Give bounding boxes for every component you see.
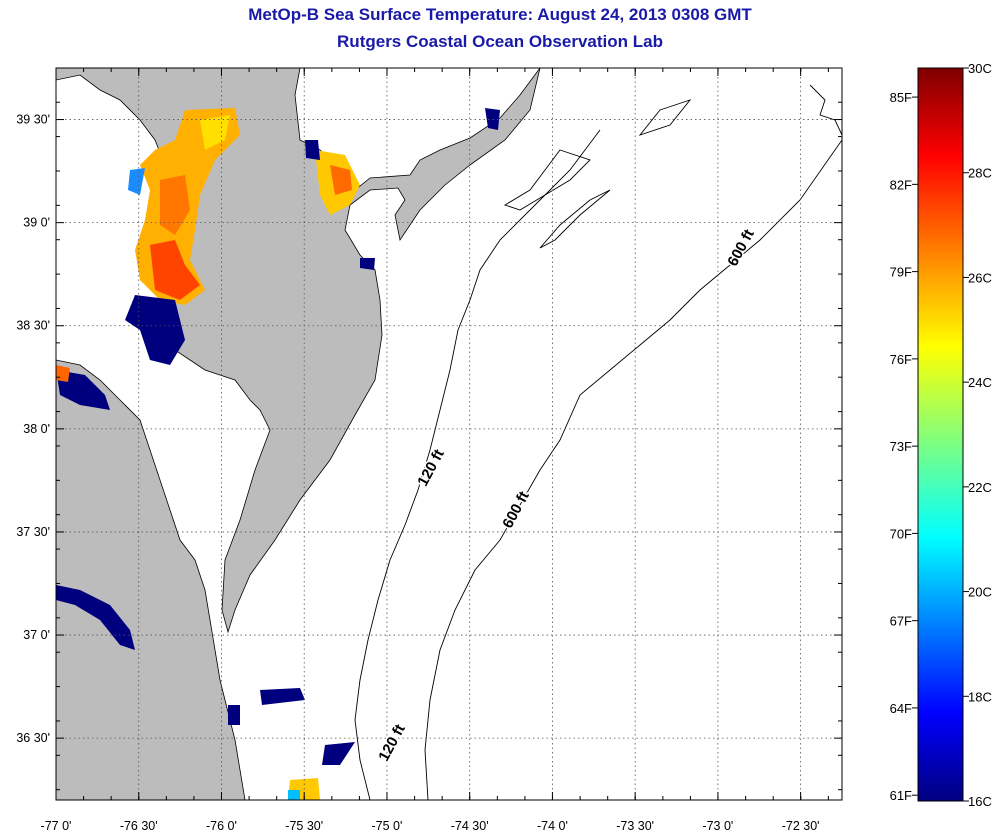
colorbar-fahrenheit-label: 82F bbox=[890, 177, 912, 192]
map-subtitle: Rutgers Coastal Ocean Observation Lab bbox=[337, 32, 663, 51]
lon-tick-label: -76 30' bbox=[120, 819, 158, 833]
colorbar-fahrenheit-label: 67F bbox=[890, 614, 912, 629]
colorbar bbox=[917, 67, 964, 802]
sst-patch-chesapeake bbox=[56, 108, 240, 650]
colorbar-celsius-label: 18C bbox=[968, 689, 992, 704]
colorbar-celsius-label: 28C bbox=[968, 166, 992, 181]
isobath-contours bbox=[354, 84, 842, 800]
lat-tick-label: 38 30' bbox=[16, 319, 50, 333]
lon-tick-label: -75 30' bbox=[285, 819, 323, 833]
graticule bbox=[56, 68, 842, 800]
colorbar-fahrenheit-label: 61F bbox=[890, 788, 912, 803]
lon-tick-label: -74 0' bbox=[537, 819, 568, 833]
colorbar-celsius-label: 16C bbox=[968, 794, 992, 809]
colorbar-celsius-label: 30C bbox=[968, 61, 992, 76]
colorbar-celsius-label: 22C bbox=[968, 480, 992, 495]
colorbar-fahrenheit-label: 70F bbox=[890, 526, 912, 541]
lon-tick-label: -75 0' bbox=[372, 819, 403, 833]
lat-tick-label: 39 30' bbox=[16, 113, 50, 127]
colorbar-celsius-label: 26C bbox=[968, 270, 992, 285]
sst-patch-delaware bbox=[305, 108, 500, 270]
map-frame bbox=[55, 67, 843, 801]
lat-tick-label: 36 30' bbox=[16, 731, 50, 745]
lat-tick-label: 37 30' bbox=[16, 525, 50, 539]
colorbar-fahrenheit-label: 85F bbox=[890, 90, 912, 105]
colorbar-celsius-label: 20C bbox=[968, 585, 992, 600]
land-virginia bbox=[56, 359, 246, 800]
lon-tick-label: -73 30' bbox=[616, 819, 654, 833]
lon-tick-label: -77 0' bbox=[41, 819, 72, 833]
map-title: MetOp-B Sea Surface Temperature: August … bbox=[248, 5, 752, 24]
colorbar-celsius-label: 24C bbox=[968, 375, 992, 390]
colorbar-fahrenheit-label: 76F bbox=[890, 352, 912, 367]
lon-tick-label: -73 0' bbox=[702, 819, 733, 833]
colorbar-fahrenheit-label: 73F bbox=[890, 439, 912, 454]
lat-tick-label: 38 0' bbox=[23, 422, 50, 436]
lat-tick-label: 39 0' bbox=[23, 216, 50, 230]
lon-tick-label: -76 0' bbox=[206, 819, 237, 833]
lon-tick-label: -72 30' bbox=[782, 819, 820, 833]
lon-tick-label: -74 30' bbox=[451, 819, 489, 833]
lat-tick-label: 37 0' bbox=[23, 628, 50, 642]
colorbar-fahrenheit-label: 79F bbox=[890, 265, 912, 280]
sst-patch-south bbox=[228, 688, 355, 800]
colorbar-fahrenheit-label: 64F bbox=[890, 701, 912, 716]
